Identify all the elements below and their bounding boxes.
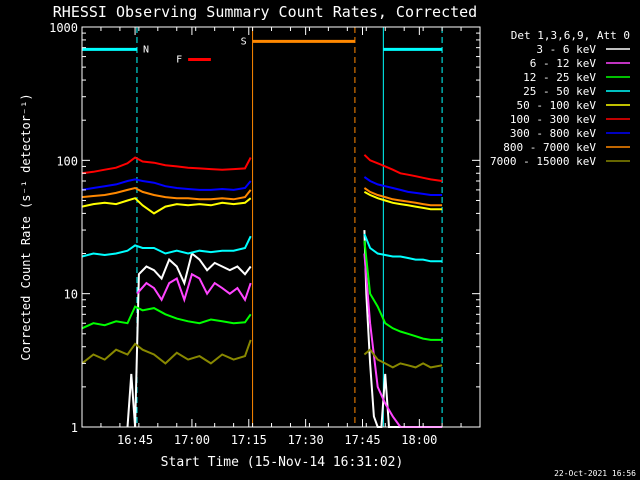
legend-label: 300 - 800 keV — [510, 127, 596, 140]
series-3 — [81, 233, 443, 263]
series-line — [363, 191, 443, 211]
series-line — [81, 197, 252, 215]
y-tick-label: 1 — [71, 421, 78, 435]
series-line — [363, 176, 443, 196]
series-line — [81, 186, 252, 201]
legend-label: 12 - 25 keV — [523, 71, 596, 84]
tick-layer: 16:45 17:00 17:15 17:30 17:45 18:00 1 10 100 1000 — [49, 21, 481, 447]
x-tick-label: 18:00 — [401, 433, 437, 447]
y-tick-label: 1000 — [49, 21, 78, 35]
y-tick-label: 100 — [56, 154, 78, 168]
series-line — [81, 339, 252, 365]
legend-title: Det 1,3,6,9, Att 0 — [511, 29, 630, 42]
legend-label: 100 - 300 keV — [510, 113, 596, 126]
y-axis-label: Corrected Count Rate (s⁻¹ detector⁻¹) — [19, 93, 33, 360]
series-2 — [81, 240, 443, 341]
series-line — [363, 348, 443, 369]
series-7 — [81, 186, 443, 207]
series-4 — [81, 191, 443, 215]
series-line — [363, 240, 443, 341]
series-line — [136, 272, 252, 304]
series-line — [363, 233, 443, 263]
legend-label: 800 - 7000 keV — [503, 141, 596, 154]
legend-label: 25 - 50 keV — [523, 85, 596, 98]
series-line — [363, 187, 443, 207]
x-tick-label: 17:00 — [174, 433, 210, 447]
legend-label: 7000 - 15000 keV — [490, 155, 596, 168]
legend-label: 50 - 100 keV — [517, 99, 597, 112]
series-8 — [81, 339, 443, 369]
x-tick-label: 16:45 — [117, 433, 153, 447]
chart-title: RHESSI Observing Summary Count Rates, Co… — [53, 3, 477, 21]
series-line — [81, 156, 252, 175]
night-label: N — [143, 44, 149, 55]
series-line — [81, 305, 252, 330]
legend-label: 6 - 12 keV — [530, 57, 597, 70]
footer-timestamp: 22-Oct-2021 16:56 — [554, 469, 636, 478]
plot-frame — [81, 26, 481, 428]
series-6 — [81, 176, 443, 196]
flare-label: F — [176, 55, 182, 66]
legend-label: 3 - 6 keV — [536, 43, 596, 56]
series-5 — [81, 154, 443, 182]
x-tick-label: 17:15 — [231, 433, 267, 447]
saa-label: S — [241, 36, 247, 47]
x-tick-label: 17:30 — [288, 433, 324, 447]
x-tick-label: 17:45 — [344, 433, 380, 447]
series-line — [81, 178, 252, 191]
x-axis-label: Start Time (15-Nov-14 16:31:02) — [161, 455, 404, 470]
series-line — [363, 154, 443, 182]
y-tick-label: 10 — [64, 288, 78, 302]
plot-area: N S F 16:45 17:00 17:15 17:30 17:45 18:00 1 10 100… — [49, 21, 481, 447]
series-line — [126, 251, 252, 428]
series-line — [81, 235, 252, 258]
